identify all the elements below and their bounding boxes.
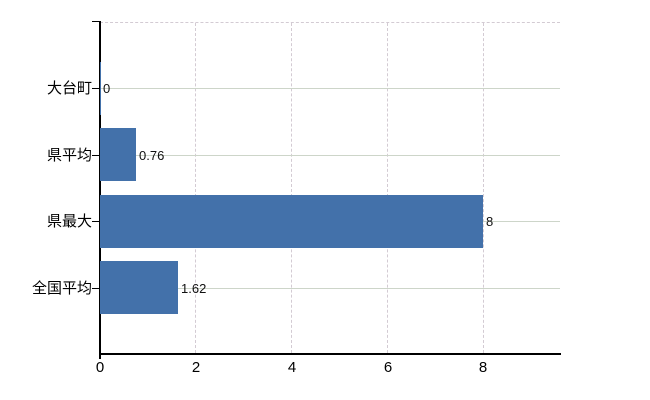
bar bbox=[100, 195, 483, 248]
value-label: 8 bbox=[486, 214, 494, 229]
x-axis-tick-label: 0 bbox=[95, 359, 105, 376]
category-label: 全国平均 bbox=[31, 280, 92, 297]
category-label: 大台町 bbox=[46, 80, 92, 97]
plot-top-border bbox=[100, 22, 560, 23]
category-label: 県平均 bbox=[46, 147, 92, 164]
v-gridline bbox=[387, 23, 388, 353]
v-gridline bbox=[195, 23, 197, 353]
x-axis-tick-label: 6 bbox=[383, 359, 393, 376]
value-label: 1.62 bbox=[181, 281, 207, 296]
bar bbox=[100, 62, 101, 115]
bar bbox=[100, 261, 178, 314]
y-axis bbox=[99, 21, 101, 359]
x-axis-tick-label: 4 bbox=[287, 359, 297, 376]
category-tick bbox=[92, 155, 99, 156]
category-tick bbox=[92, 88, 99, 89]
bar bbox=[100, 128, 136, 181]
category-tick bbox=[92, 288, 99, 289]
v-gridline bbox=[482, 23, 484, 353]
category-tick bbox=[92, 221, 99, 222]
value-label: 0 bbox=[103, 81, 111, 96]
x-axis bbox=[99, 353, 561, 355]
v-gridline bbox=[291, 23, 293, 353]
value-label: 0.76 bbox=[139, 148, 165, 163]
x-axis-tick-label: 8 bbox=[478, 359, 488, 376]
x-axis-tick-label: 2 bbox=[191, 359, 201, 376]
h-gridline bbox=[100, 155, 560, 156]
h-gridline bbox=[100, 288, 560, 289]
y-axis-top-tick bbox=[92, 21, 100, 22]
category-label: 県最大 bbox=[46, 213, 92, 230]
h-gridline bbox=[100, 88, 560, 89]
